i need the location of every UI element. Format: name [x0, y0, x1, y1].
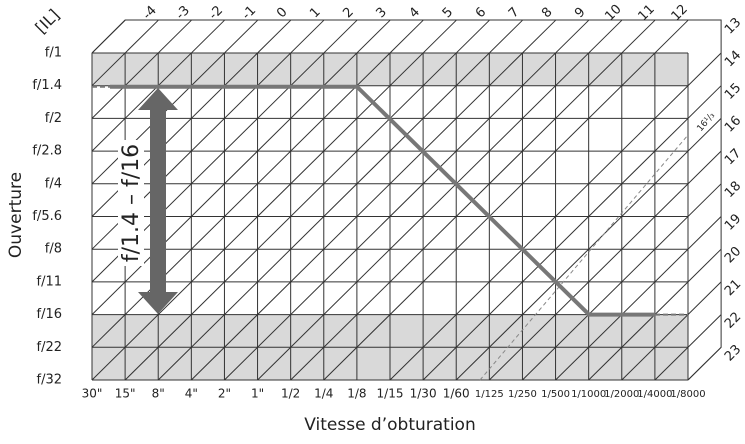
range-arrow-head: [138, 88, 178, 110]
range-label-bg: [118, 140, 144, 266]
range-label: f/1.4 – f/16: [119, 144, 144, 262]
shutter-label: 2": [218, 387, 231, 401]
shutter-label: 4": [185, 387, 198, 401]
shutter-label: 1/2000: [604, 389, 639, 400]
ev-label: 21: [722, 277, 744, 299]
shutter-label: 1/2: [281, 387, 300, 401]
x-axis-title: Vitesse d’obturation: [304, 415, 475, 435]
aperture-label: f/2.8: [32, 144, 62, 159]
range-arrow-head: [138, 292, 178, 314]
ev-line: [455, 118, 722, 381]
ev-label: 23: [722, 342, 744, 364]
shutter-label: 1/250: [508, 389, 537, 400]
ev-label: 9: [572, 5, 588, 21]
shutter-label: 1/4: [314, 387, 333, 401]
shutter-label: 1/8: [347, 387, 366, 401]
aperture-label: f/8: [45, 242, 62, 257]
ev-line: [91, 19, 126, 54]
ev-label: 2: [340, 5, 356, 21]
ev-line: [224, 19, 590, 381]
shutter-label: 1/125: [475, 389, 504, 400]
ev-line: [124, 19, 490, 381]
shutter-label: 8": [152, 387, 165, 401]
ev-label: 17: [722, 146, 744, 168]
ev-label: 14: [722, 48, 744, 70]
ev-label: 13: [722, 15, 744, 37]
ev-line: [422, 85, 722, 381]
limit-label: 16¹/₃: [696, 110, 718, 133]
shutter-label: 1/500: [541, 389, 570, 400]
ev-label: 3: [373, 5, 389, 21]
shutter-label: 30": [82, 387, 103, 401]
shutter-label: 1/4000: [637, 389, 672, 400]
ev-label: 4: [407, 5, 423, 21]
ev-line: [389, 52, 722, 381]
shutter-label: 1/60: [443, 387, 470, 401]
shutter-label: 15": [115, 387, 136, 401]
ev-label: 15: [722, 81, 744, 103]
ev-label: 20: [722, 244, 744, 266]
ev-line: [157, 19, 523, 381]
ev-label: 19: [722, 211, 744, 233]
ev-label: 8: [539, 5, 555, 21]
shutter-label: 1/8000: [670, 389, 705, 400]
aperture-label: f/32: [37, 373, 63, 388]
ev-line: [555, 216, 722, 381]
ev-line: [91, 19, 192, 119]
ev-line: [91, 19, 159, 87]
shutter-label: 1": [251, 387, 264, 401]
ev-label: 1: [307, 5, 323, 21]
shutter-label: 1/1000: [571, 389, 606, 400]
limit-line: [479, 134, 689, 381]
ev-label: 6: [473, 5, 489, 21]
program-line: [110, 84, 655, 317]
ev-label: 5: [440, 5, 456, 21]
shutter-label: 1/30: [410, 387, 437, 401]
aperture-label: f/11: [37, 274, 63, 289]
y-axis-title: Ouverture: [6, 172, 26, 258]
aperture-label: f/16: [37, 307, 63, 322]
ev-line: [488, 150, 722, 381]
ev-line: [91, 19, 457, 381]
ev-label: 22: [722, 309, 744, 331]
ev-label: 0: [274, 5, 290, 21]
aperture-label: f/2: [45, 111, 62, 126]
ev-label: 7: [506, 5, 522, 21]
ev-corner-label: [IL]: [31, 5, 63, 37]
ev-label: 16: [722, 113, 744, 135]
ev-line: [257, 19, 623, 381]
ev-line: [522, 183, 722, 381]
ev-line: [91, 19, 258, 185]
shutter-label: 1/15: [377, 387, 404, 401]
aperture-label: f/5.6: [32, 209, 62, 224]
aperture-label: f/22: [37, 340, 63, 355]
aperture-label: f/1: [45, 46, 62, 61]
range-arrow: [150, 108, 166, 294]
ev-line: [621, 281, 722, 381]
aperture-label: f/1.4: [32, 78, 62, 93]
aperture-label: f/4: [45, 176, 62, 191]
ev-line: [190, 19, 556, 381]
ev-label: 18: [722, 179, 744, 201]
ev-line: [687, 346, 722, 381]
ev-line: [323, 19, 689, 381]
ev-line: [654, 314, 722, 381]
